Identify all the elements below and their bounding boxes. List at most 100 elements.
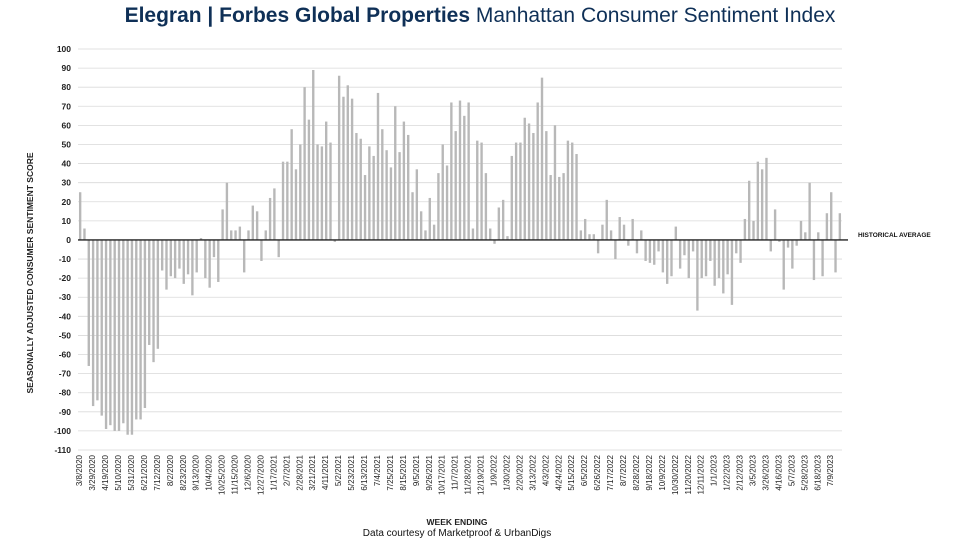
- bar: [804, 232, 807, 240]
- bar: [739, 239, 742, 263]
- x-tick-label: 2/28/2021: [295, 454, 304, 490]
- bar: [191, 239, 194, 296]
- bar: [312, 70, 315, 240]
- bar: [683, 239, 686, 256]
- bars: [78, 70, 842, 435]
- bar: [117, 239, 121, 431]
- x-tick-label: 8/23/2020: [179, 454, 188, 490]
- x-tick-label: 1/30/2022: [502, 454, 511, 490]
- bar: [501, 199, 505, 240]
- x-tick-label: 3/29/2020: [88, 454, 97, 490]
- bar: [514, 142, 518, 240]
- x-tick-label: 1/17/2021: [269, 454, 278, 490]
- y-tick-label: 30: [62, 178, 72, 188]
- bar: [765, 157, 768, 240]
- x-tick-label: 10/17/2021: [438, 454, 447, 495]
- bar: [199, 238, 203, 240]
- bar: [571, 142, 574, 240]
- bar: [432, 224, 436, 240]
- x-tick-label: 4/3/2022: [541, 454, 550, 486]
- x-tick-label: 4/16/2023: [774, 454, 783, 490]
- bar: [588, 234, 591, 240]
- x-tick-label: 8/2/2020: [166, 454, 175, 486]
- x-tick-label: 2/7/2021: [282, 454, 291, 486]
- bar: [510, 155, 513, 240]
- x-axis-label: WEEK ENDING: [427, 517, 488, 527]
- x-tick-label: 4/11/2021: [321, 454, 330, 490]
- y-tick-label: 0: [66, 235, 71, 245]
- y-tick-label: -80: [59, 388, 72, 398]
- bar: [678, 239, 682, 269]
- bar: [583, 218, 587, 240]
- y-tick-label: 50: [62, 139, 72, 149]
- bar: [696, 239, 699, 311]
- y-tick-label: 20: [62, 197, 72, 207]
- bar: [540, 77, 544, 240]
- bar: [665, 239, 669, 284]
- bar: [96, 239, 99, 401]
- bar: [415, 169, 419, 240]
- data-credit: Data courtesy of Marketproof & UrbanDigs: [362, 528, 552, 539]
- x-tick-label: 12/27/2020: [256, 454, 265, 495]
- bar: [376, 92, 380, 240]
- bar: [743, 218, 747, 240]
- bar: [726, 239, 729, 275]
- bar: [135, 239, 138, 420]
- y-tick-label: 100: [57, 44, 71, 54]
- y-tick-label: 40: [62, 159, 72, 169]
- y-tick-label: 60: [62, 120, 72, 130]
- bar: [264, 230, 267, 240]
- y-axis-ticks: 1009080706050403020100-10-20-30-40-50-60…: [54, 44, 71, 455]
- bar: [458, 100, 462, 240]
- bar: [130, 239, 134, 435]
- bar: [769, 239, 772, 252]
- bar: [618, 217, 621, 240]
- bar: [148, 239, 151, 345]
- bar: [700, 239, 703, 279]
- bar: [830, 192, 833, 240]
- bar: [562, 173, 565, 240]
- bar: [342, 96, 345, 240]
- bar: [674, 226, 678, 240]
- bar: [808, 182, 811, 240]
- x-tick-label: 2/12/2023: [736, 454, 745, 490]
- bar: [631, 218, 634, 240]
- x-tick-label: 6/26/2022: [593, 454, 602, 490]
- bar: [143, 239, 147, 408]
- y-tick-label: 10: [62, 216, 72, 226]
- bar: [160, 239, 164, 271]
- bar: [609, 230, 613, 240]
- bar: [579, 230, 583, 240]
- bar: [799, 220, 803, 240]
- bar: [760, 169, 764, 240]
- bar: [614, 239, 617, 260]
- bar: [333, 239, 337, 242]
- bar: [346, 85, 349, 240]
- bar: [152, 239, 155, 363]
- y-tick-label: -70: [59, 369, 72, 379]
- bar: [299, 144, 302, 240]
- y-tick-label: 80: [62, 82, 72, 92]
- bar: [204, 239, 207, 279]
- bar: [454, 131, 457, 240]
- bar: [735, 239, 738, 254]
- y-axis-label: SEASONALLY ADJUSTED CONSUMER SENTIMENT S…: [25, 152, 35, 393]
- bar: [709, 239, 712, 261]
- x-tick-label: 4/19/2020: [101, 454, 110, 490]
- bar: [834, 239, 837, 273]
- y-tick-label: -60: [59, 350, 72, 360]
- bar: [273, 188, 276, 240]
- bar: [752, 220, 755, 240]
- x-tick-label: 12/6/2020: [243, 454, 252, 490]
- x-tick-label: 5/31/2020: [127, 454, 136, 490]
- bar: [337, 75, 341, 240]
- bar: [113, 239, 116, 431]
- bar: [363, 175, 367, 240]
- bar: [527, 123, 531, 240]
- bar: [549, 175, 552, 240]
- x-tick-label: 11/20/2022: [684, 454, 693, 494]
- title-brand: Elegran | Forbes Global Properties: [124, 4, 471, 27]
- bar: [519, 142, 522, 240]
- bar: [437, 173, 440, 240]
